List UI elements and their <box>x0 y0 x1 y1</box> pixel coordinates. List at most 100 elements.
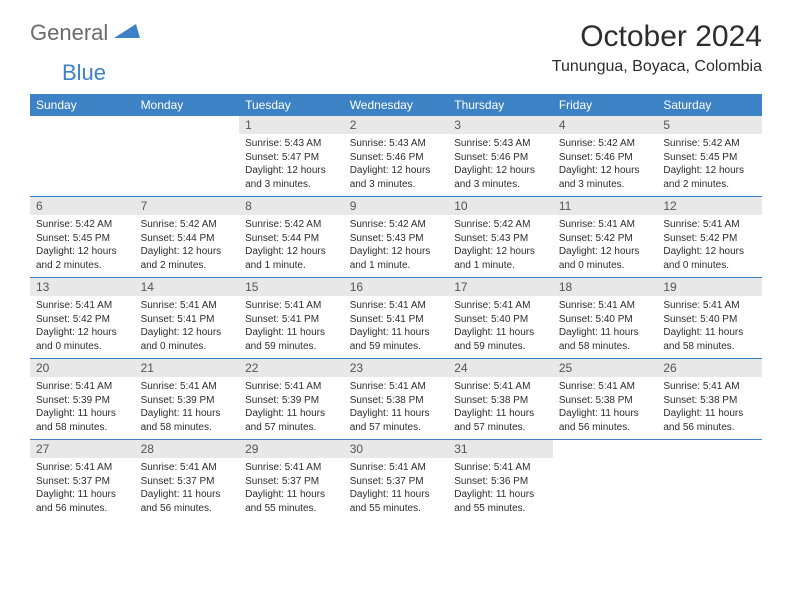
sunrise-text: Sunrise: 5:41 AM <box>245 380 338 394</box>
day-number: 4 <box>553 116 658 134</box>
day-number: 28 <box>135 440 240 458</box>
sunset-text: Sunset: 5:39 PM <box>245 394 338 408</box>
daylight-text: Daylight: 12 hours and 2 minutes. <box>141 245 234 272</box>
daylight-text: Daylight: 11 hours and 58 minutes. <box>141 407 234 434</box>
day-number: 6 <box>30 197 135 215</box>
day-details: Sunrise: 5:42 AMSunset: 5:43 PMDaylight:… <box>448 215 553 275</box>
calendar-page: General October 2024 Tunungua, Boyaca, C… <box>0 0 792 540</box>
sunset-text: Sunset: 5:41 PM <box>350 313 443 327</box>
sunset-text: Sunset: 5:44 PM <box>245 232 338 246</box>
day-details: Sunrise: 5:42 AMSunset: 5:46 PMDaylight:… <box>553 134 658 194</box>
sunset-text: Sunset: 5:36 PM <box>454 475 547 489</box>
calendar-cell: 3Sunrise: 5:43 AMSunset: 5:46 PMDaylight… <box>448 116 553 197</box>
sunset-text: Sunset: 5:40 PM <box>454 313 547 327</box>
sunrise-text: Sunrise: 5:41 AM <box>454 299 547 313</box>
daylight-text: Daylight: 11 hours and 57 minutes. <box>350 407 443 434</box>
calendar-cell: 12Sunrise: 5:41 AMSunset: 5:42 PMDayligh… <box>657 197 762 278</box>
day-details: Sunrise: 5:41 AMSunset: 5:40 PMDaylight:… <box>553 296 658 356</box>
sunset-text: Sunset: 5:40 PM <box>559 313 652 327</box>
sunrise-text: Sunrise: 5:43 AM <box>245 137 338 151</box>
daylight-text: Daylight: 11 hours and 57 minutes. <box>245 407 338 434</box>
day-details: Sunrise: 5:41 AMSunset: 5:40 PMDaylight:… <box>448 296 553 356</box>
daylight-text: Daylight: 11 hours and 58 minutes. <box>36 407 129 434</box>
weekday-header-row: Sunday Monday Tuesday Wednesday Thursday… <box>30 94 762 116</box>
day-number: 14 <box>135 278 240 296</box>
sunset-text: Sunset: 5:41 PM <box>245 313 338 327</box>
day-details: Sunrise: 5:41 AMSunset: 5:40 PMDaylight:… <box>657 296 762 356</box>
sunrise-text: Sunrise: 5:41 AM <box>245 299 338 313</box>
calendar-cell: 2Sunrise: 5:43 AMSunset: 5:46 PMDaylight… <box>344 116 449 197</box>
sunset-text: Sunset: 5:43 PM <box>350 232 443 246</box>
day-details: Sunrise: 5:41 AMSunset: 5:37 PMDaylight:… <box>239 458 344 518</box>
day-number: 18 <box>553 278 658 296</box>
daylight-text: Daylight: 11 hours and 55 minutes. <box>454 488 547 515</box>
day-number: 9 <box>344 197 449 215</box>
weekday-header: Tuesday <box>239 94 344 116</box>
calendar-cell: 21Sunrise: 5:41 AMSunset: 5:39 PMDayligh… <box>135 359 240 440</box>
day-number: 20 <box>30 359 135 377</box>
daylight-text: Daylight: 11 hours and 56 minutes. <box>663 407 756 434</box>
sunset-text: Sunset: 5:38 PM <box>454 394 547 408</box>
day-details: Sunrise: 5:41 AMSunset: 5:38 PMDaylight:… <box>448 377 553 437</box>
sunset-text: Sunset: 5:38 PM <box>663 394 756 408</box>
sunset-text: Sunset: 5:45 PM <box>36 232 129 246</box>
daylight-text: Daylight: 11 hours and 58 minutes. <box>559 326 652 353</box>
daylight-text: Daylight: 11 hours and 55 minutes. <box>350 488 443 515</box>
daylight-text: Daylight: 11 hours and 56 minutes. <box>141 488 234 515</box>
logo-word2: Blue <box>62 60 106 85</box>
daylight-text: Daylight: 12 hours and 1 minute. <box>454 245 547 272</box>
daylight-text: Daylight: 12 hours and 0 minutes. <box>36 326 129 353</box>
day-number: 17 <box>448 278 553 296</box>
day-number: 15 <box>239 278 344 296</box>
day-details: Sunrise: 5:41 AMSunset: 5:38 PMDaylight:… <box>657 377 762 437</box>
sunset-text: Sunset: 5:44 PM <box>141 232 234 246</box>
daylight-text: Daylight: 12 hours and 3 minutes. <box>454 164 547 191</box>
daylight-text: Daylight: 11 hours and 59 minutes. <box>350 326 443 353</box>
calendar-cell: 13 Sunrise: 5:41 AMSunset: 5:42 PMDayligh… <box>30 278 135 359</box>
daylight-text: Daylight: 12 hours and 3 minutes. <box>559 164 652 191</box>
sunrise-text: Sunrise: 5:41 AM <box>36 299 129 313</box>
weekday-header: Sunday <box>30 94 135 116</box>
sunrise-text: Sunrise: 5:41 AM <box>245 461 338 475</box>
logo: General <box>30 20 142 46</box>
day-number: 26 <box>657 359 762 377</box>
day-number: 22 <box>239 359 344 377</box>
calendar-row: 6Sunrise: 5:42 AMSunset: 5:45 PMDaylight… <box>30 197 762 278</box>
day-details: Sunrise: 5:43 AMSunset: 5:46 PMDaylight:… <box>344 134 449 194</box>
calendar-row: 20Sunrise: 5:41 AMSunset: 5:39 PMDayligh… <box>30 359 762 440</box>
day-details: Sunrise: 5:41 AMSunset: 5:42 PMDaylight:… <box>553 215 658 275</box>
day-details: Sunrise: 5:42 AMSunset: 5:44 PMDaylight:… <box>135 215 240 275</box>
calendar-cell: 14Sunrise: 5:41 AMSunset: 5:41 PMDayligh… <box>135 278 240 359</box>
sunset-text: Sunset: 5:42 PM <box>36 313 129 327</box>
calendar-cell: 27Sunrise: 5:41 AMSunset: 5:37 PMDayligh… <box>30 440 135 521</box>
calendar-cell: 8Sunrise: 5:42 AMSunset: 5:44 PMDaylight… <box>239 197 344 278</box>
calendar-cell: 22Sunrise: 5:41 AMSunset: 5:39 PMDayligh… <box>239 359 344 440</box>
calendar-row: 27 Sunrise: 5:41 AMSunset: 5:37 PMDayligh… <box>30 440 762 521</box>
calendar-cell: .. <box>135 116 240 197</box>
sunset-text: Sunset: 5:39 PM <box>141 394 234 408</box>
daylight-text: Daylight: 12 hours and 3 minutes. <box>245 164 338 191</box>
sunset-text: Sunset: 5:42 PM <box>559 232 652 246</box>
calendar-cell: 20Sunrise: 5:41 AMSunset: 5:39 PMDayligh… <box>30 359 135 440</box>
daylight-text: Daylight: 11 hours and 57 minutes. <box>454 407 547 434</box>
day-details: Sunrise: 5:41 AMSunset: 5:39 PMDaylight:… <box>239 377 344 437</box>
sunset-text: Sunset: 5:47 PM <box>245 151 338 165</box>
daylight-text: Daylight: 12 hours and 1 minute. <box>245 245 338 272</box>
day-number: 31 <box>448 440 553 458</box>
day-number: 19 <box>657 278 762 296</box>
weekday-header: Monday <box>135 94 240 116</box>
sunrise-text: Sunrise: 5:41 AM <box>663 218 756 232</box>
day-details: Sunrise: 5:41 AMSunset: 5:41 PMDaylight:… <box>344 296 449 356</box>
sunset-text: Sunset: 5:45 PM <box>663 151 756 165</box>
day-details: Sunrise: 5:42 AMSunset: 5:44 PMDaylight:… <box>239 215 344 275</box>
calendar-cell: 28Sunrise: 5:41 AMSunset: 5:37 PMDayligh… <box>135 440 240 521</box>
day-details: Sunrise: 5:42 AMSunset: 5:45 PMDaylight:… <box>30 215 135 275</box>
day-number: 1 <box>239 116 344 134</box>
sunrise-text: Sunrise: 5:41 AM <box>454 380 547 394</box>
day-number: 8 <box>239 197 344 215</box>
sunrise-text: Sunrise: 5:42 AM <box>245 218 338 232</box>
day-number: 13 <box>30 278 135 296</box>
calendar-cell: 24Sunrise: 5:41 AMSunset: 5:38 PMDayligh… <box>448 359 553 440</box>
calendar-cell: 26Sunrise: 5:41 AMSunset: 5:38 PMDayligh… <box>657 359 762 440</box>
day-number: 27 <box>30 440 135 458</box>
